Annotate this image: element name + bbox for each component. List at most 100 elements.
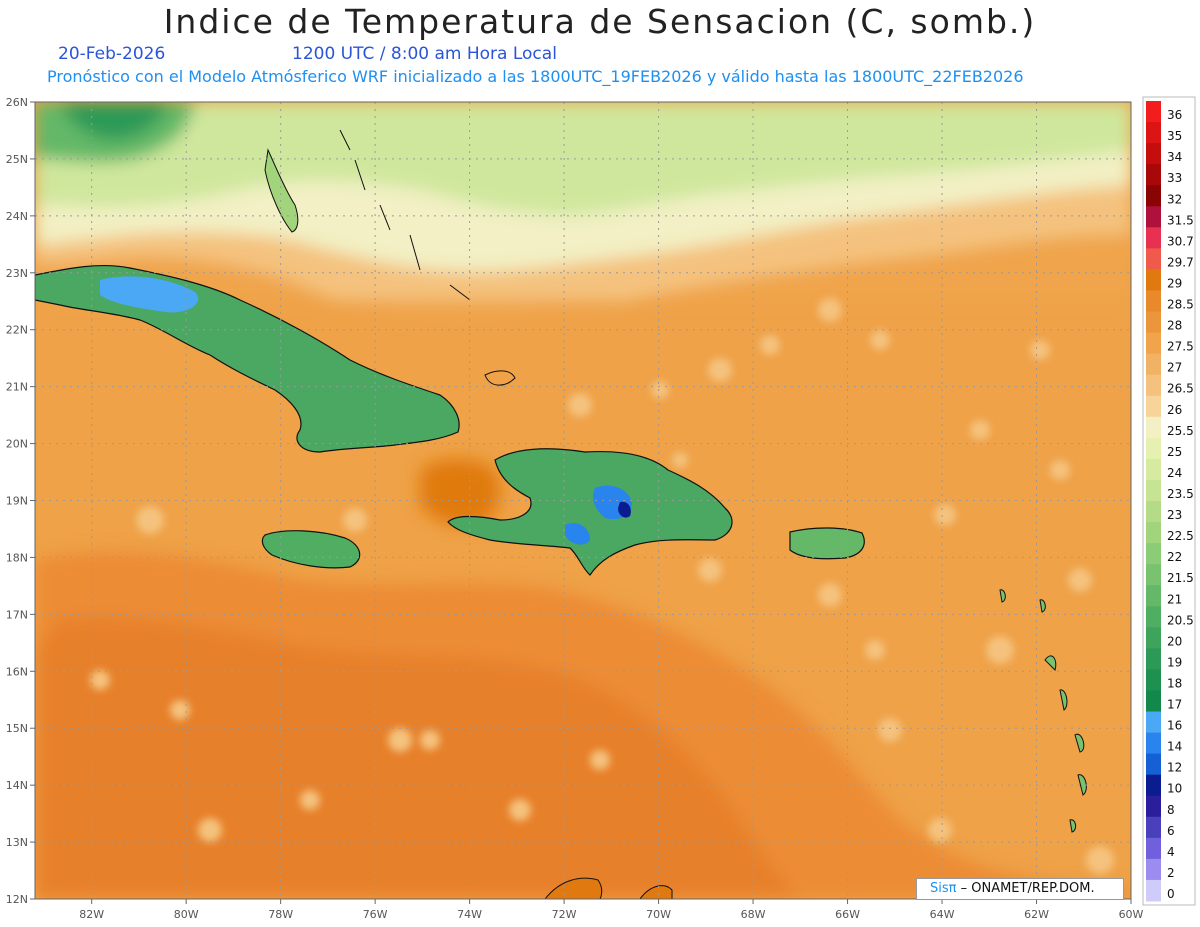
colorbar-swatch bbox=[1146, 458, 1161, 481]
colorbar-swatch bbox=[1146, 522, 1161, 544]
colorbar-swatch bbox=[1146, 564, 1161, 586]
colorbar-swatch bbox=[1146, 101, 1161, 123]
forecast-time: 1200 UTC / 8:00 am Hora Local bbox=[292, 44, 557, 64]
colorbar-label: 16 bbox=[1167, 719, 1182, 733]
colorbar-label: 20 bbox=[1167, 634, 1182, 648]
colorbar-swatch bbox=[1146, 269, 1161, 291]
colorbar-swatch bbox=[1146, 290, 1161, 313]
colorbar-label: 12 bbox=[1167, 761, 1182, 775]
colorbar-swatch bbox=[1146, 353, 1161, 376]
colorbar-label: 33 bbox=[1167, 171, 1182, 185]
colorbar-label: 29.7 bbox=[1167, 255, 1194, 269]
x-tick-label: 78W bbox=[268, 908, 293, 921]
colorbar-swatch bbox=[1146, 774, 1161, 797]
puerto-rico-land bbox=[789, 527, 865, 560]
latitude-labels: 12N 13N 14N 15N 16N 17N 18N 19N 20N 21N 22N 23N 24N 2… bbox=[6, 96, 35, 906]
colorbar-swatch bbox=[1146, 143, 1161, 165]
y-tick-label: 26N bbox=[6, 96, 28, 109]
x-tick-label: 68W bbox=[741, 908, 766, 921]
colorbar-label: 22 bbox=[1167, 550, 1182, 564]
hispaniola-cold-spot bbox=[618, 501, 631, 518]
y-tick-label: 22N bbox=[6, 324, 28, 337]
colorbar-swatch bbox=[1146, 227, 1161, 249]
south-america-coast bbox=[544, 877, 673, 899]
colorbar-swatch bbox=[1146, 374, 1161, 397]
y-tick-label: 25N bbox=[6, 153, 28, 166]
colorbar-label: 31.5 bbox=[1167, 213, 1194, 227]
y-tick-label: 21N bbox=[6, 381, 28, 394]
x-tick-label: 76W bbox=[363, 908, 388, 921]
x-tick-label: 64W bbox=[930, 908, 955, 921]
colorbar-label: 36 bbox=[1167, 108, 1182, 122]
colorbar-label: 24 bbox=[1167, 466, 1182, 480]
y-tick-label: 15N bbox=[6, 722, 28, 735]
colorbar-swatch bbox=[1146, 311, 1161, 334]
colorbar-swatch bbox=[1146, 543, 1161, 565]
colorbar-swatch bbox=[1146, 711, 1161, 734]
x-tick-label: 72W bbox=[552, 908, 577, 921]
colorbar-label: 18 bbox=[1167, 676, 1182, 690]
colorbar-label: 27 bbox=[1167, 361, 1182, 375]
colorbar-label: 28.5 bbox=[1167, 298, 1194, 312]
colorbar-label: 25.5 bbox=[1167, 424, 1194, 438]
bahamas-islands bbox=[339, 129, 516, 386]
colorbar-label: 22.5 bbox=[1167, 529, 1194, 543]
colorbar-label: 17 bbox=[1167, 698, 1182, 712]
map-title: Indice de Temperatura de Sensacion (C, s… bbox=[163, 2, 1037, 41]
colorbar-label: 10 bbox=[1167, 782, 1182, 796]
credit-text: – ONAMET/REP.DOM. bbox=[960, 881, 1095, 896]
colorbar-swatch bbox=[1146, 627, 1161, 649]
y-tick-label: 16N bbox=[6, 665, 28, 678]
colorbar-swatch bbox=[1146, 248, 1161, 270]
y-tick-label: 12N bbox=[6, 893, 28, 906]
colorbar-label: 19 bbox=[1167, 655, 1182, 669]
colorbar-label: 32 bbox=[1167, 192, 1182, 206]
colorbar-label: 8 bbox=[1167, 803, 1175, 817]
y-tick-label: 23N bbox=[6, 267, 28, 280]
colorbar-swatch bbox=[1146, 437, 1161, 460]
colorbar-label: 30.7 bbox=[1167, 234, 1194, 248]
colorbar-label: 25 bbox=[1167, 445, 1182, 459]
x-tick-label: 80W bbox=[174, 908, 199, 921]
colorbar-label: 26.5 bbox=[1167, 382, 1194, 396]
colorbar-swatch bbox=[1146, 164, 1161, 186]
haiti-cool-spot bbox=[565, 523, 590, 545]
colorbar-label: 14 bbox=[1167, 740, 1182, 754]
y-tick-label: 24N bbox=[6, 210, 28, 223]
colorbar-swatch bbox=[1146, 669, 1161, 691]
colorbar-label: 4 bbox=[1167, 845, 1175, 859]
hispaniola-land bbox=[447, 448, 733, 576]
cuba-cool-patch bbox=[100, 276, 199, 313]
colorbar-swatch bbox=[1146, 816, 1161, 839]
colorbar-label: 2 bbox=[1167, 866, 1175, 880]
colorbar-swatch bbox=[1146, 837, 1161, 860]
haiti-warm-spot bbox=[420, 458, 500, 527]
sispi-logo: Sisπ bbox=[930, 881, 957, 896]
y-tick-label: 13N bbox=[6, 836, 28, 849]
colorbar-swatch bbox=[1146, 332, 1161, 355]
colorbar-swatch bbox=[1146, 501, 1161, 523]
colorbar-label: 21 bbox=[1167, 592, 1182, 606]
colorbar: 363534333231.530.729.72928.52827.52726.5… bbox=[1142, 96, 1196, 906]
colorbar-swatch bbox=[1146, 606, 1161, 628]
forecast-date: 20-Feb-2026 bbox=[58, 44, 166, 64]
colorbar-swatch bbox=[1146, 122, 1161, 144]
colorbar-label: 26 bbox=[1167, 403, 1182, 417]
colorbar-swatch bbox=[1146, 690, 1161, 713]
colorbar-label: 34 bbox=[1167, 150, 1182, 164]
credit-box: Sisπ – ONAMET/REP.DOM. bbox=[916, 878, 1124, 900]
x-tick-label: 60W bbox=[1119, 908, 1144, 921]
cells bbox=[90, 298, 1114, 874]
y-tick-label: 19N bbox=[6, 495, 28, 508]
florida-dark bbox=[60, 102, 170, 140]
colorbar-label: 6 bbox=[1167, 824, 1175, 838]
colorbar-swatch bbox=[1146, 206, 1161, 228]
colorbar-swatch bbox=[1146, 795, 1161, 818]
colorbar-label: 21.5 bbox=[1167, 571, 1194, 585]
colorbar-swatch bbox=[1146, 732, 1161, 755]
y-tick-label: 17N bbox=[6, 608, 28, 621]
x-tick-label: 74W bbox=[457, 908, 482, 921]
colorbar-swatch bbox=[1146, 479, 1161, 502]
colorbar-label: 29 bbox=[1167, 276, 1182, 290]
colorbar-swatch bbox=[1146, 185, 1161, 207]
